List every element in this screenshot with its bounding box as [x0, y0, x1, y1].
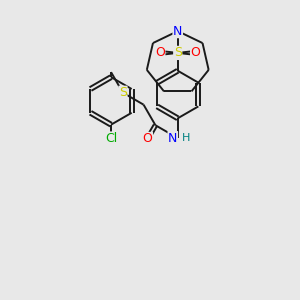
Text: S: S	[119, 86, 127, 99]
Text: O: O	[190, 46, 200, 59]
Text: Cl: Cl	[105, 132, 117, 145]
Text: O: O	[155, 46, 165, 59]
Text: N: N	[168, 132, 178, 145]
Text: N: N	[173, 25, 182, 38]
Text: O: O	[142, 133, 152, 146]
Text: S: S	[174, 46, 182, 59]
Text: H: H	[182, 133, 190, 143]
